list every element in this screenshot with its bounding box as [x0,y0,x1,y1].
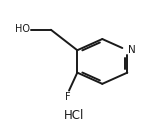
Text: F: F [65,92,71,103]
Text: N: N [128,45,135,55]
Text: HO: HO [15,24,30,34]
Text: HCl: HCl [64,109,84,122]
